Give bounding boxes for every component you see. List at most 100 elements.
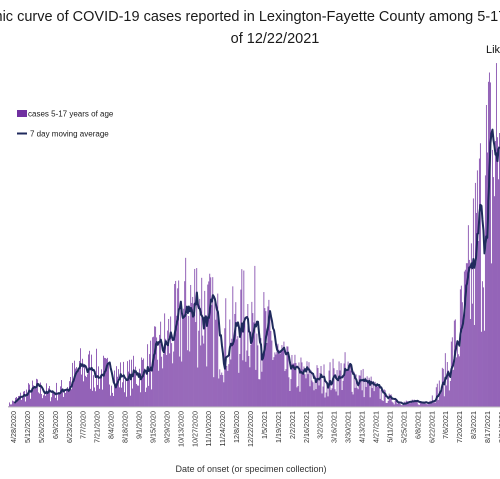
- daily-case-bar: [347, 361, 349, 407]
- daily-case-bar: [482, 287, 484, 407]
- x-tick-label: 11/10/2020: [204, 411, 213, 446]
- daily-case-bar: [434, 402, 436, 407]
- daily-case-bar: [354, 387, 356, 407]
- daily-case-bar: [111, 385, 112, 407]
- daily-case-bar: [232, 286, 234, 407]
- daily-case-bar: [385, 402, 387, 407]
- daily-case-bar: [287, 346, 289, 407]
- daily-case-bar: [307, 374, 309, 407]
- daily-case-bar: [323, 364, 325, 407]
- chart-title-line2: of 12/22/2021: [231, 31, 320, 47]
- daily-case-bar: [446, 362, 448, 407]
- daily-case-bar: [184, 281, 186, 407]
- daily-case-bar: [398, 401, 400, 407]
- daily-case-bar: [491, 149, 493, 407]
- daily-case-bar: [380, 390, 382, 407]
- daily-case-bar: [413, 399, 415, 407]
- daily-case-bar: [489, 82, 491, 408]
- daily-case-bar: [472, 198, 474, 407]
- daily-case-bar: [208, 281, 210, 407]
- daily-case-bar: [426, 404, 428, 407]
- daily-case-bar: [282, 348, 284, 407]
- daily-case-bar: [165, 338, 167, 407]
- daily-case-bar: [301, 362, 303, 407]
- daily-case-bar: [264, 308, 266, 407]
- x-tick-label: 8/18/2020: [121, 411, 130, 443]
- x-tick-label: 12/8/2020: [232, 411, 241, 443]
- daily-case-bar: [117, 376, 118, 407]
- daily-case-bar: [176, 315, 178, 407]
- x-tick-label: 6/22/2021: [427, 411, 436, 443]
- daily-case-bar: [20, 392, 21, 407]
- daily-case-bar: [32, 380, 33, 407]
- daily-case-bar: [94, 387, 95, 407]
- daily-case-bar: [170, 316, 172, 407]
- daily-case-bar: [182, 317, 184, 407]
- daily-case-bar: [238, 372, 240, 407]
- daily-case-bar: [309, 386, 311, 407]
- daily-case-bar: [21, 399, 22, 407]
- daily-case-bar: [247, 304, 249, 407]
- daily-case-bar: [204, 290, 206, 407]
- daily-case-bar: [153, 336, 155, 407]
- daily-case-bar: [92, 390, 93, 407]
- daily-case-bar: [330, 390, 332, 407]
- daily-case-bar: [457, 354, 459, 407]
- daily-case-bar: [68, 388, 69, 407]
- daily-case-bar: [375, 384, 377, 407]
- daily-case-bar: [440, 386, 442, 407]
- daily-case-bar: [67, 387, 68, 407]
- daily-case-bar: [80, 348, 81, 407]
- daily-case-bar: [124, 392, 125, 407]
- daily-case-bar: [207, 284, 209, 407]
- daily-case-bar: [46, 383, 47, 407]
- daily-case-bar: [41, 394, 42, 407]
- daily-case-bar: [231, 338, 233, 407]
- daily-case-bar: [265, 311, 267, 407]
- daily-case-bar: [151, 389, 153, 407]
- daily-case-bar: [57, 400, 58, 407]
- daily-case-bar: [168, 318, 170, 407]
- daily-case-bar: [487, 81, 489, 408]
- x-tick-label: 8/4/2020: [107, 411, 116, 439]
- daily-case-bar: [260, 338, 262, 407]
- daily-case-bar: [312, 382, 314, 407]
- daily-case-bar: [326, 382, 328, 407]
- daily-case-bar: [218, 378, 220, 407]
- daily-case-bar: [295, 362, 297, 407]
- daily-case-bar: [81, 374, 82, 407]
- daily-case-bar: [419, 401, 421, 407]
- x-tick-label: 5/11/2021: [386, 411, 395, 442]
- daily-case-bar: [123, 361, 124, 407]
- daily-case-bar: [78, 370, 79, 407]
- daily-case-bar: [492, 177, 494, 407]
- daily-case-bar: [189, 351, 191, 407]
- daily-case-bar: [227, 370, 229, 407]
- daily-case-bar: [408, 401, 410, 407]
- daily-case-bar: [86, 377, 87, 407]
- daily-case-bar: [414, 401, 416, 407]
- daily-case-bar: [381, 400, 383, 407]
- daily-case-bar: [229, 319, 231, 407]
- daily-case-bar: [191, 302, 193, 407]
- daily-case-bar: [160, 321, 162, 407]
- daily-case-bar: [475, 212, 477, 407]
- daily-case-bar: [286, 346, 288, 407]
- daily-case-bar: [249, 367, 251, 407]
- daily-case-bar: [278, 349, 280, 407]
- daily-case-bar: [388, 393, 390, 407]
- daily-case-bar: [317, 367, 319, 407]
- daily-case-bar: [89, 350, 90, 407]
- daily-case-bar: [143, 358, 145, 407]
- daily-case-bar: [302, 369, 304, 407]
- moving-average-line: [13, 128, 500, 405]
- daily-case-bar: [51, 397, 52, 407]
- daily-case-bar: [141, 357, 143, 407]
- daily-case-bar: [220, 374, 222, 407]
- daily-case-bar: [210, 277, 212, 407]
- daily-case-bar: [442, 368, 444, 407]
- daily-case-bar: [259, 379, 261, 407]
- daily-case-bar: [219, 369, 221, 407]
- daily-case-bar: [152, 337, 154, 407]
- daily-case-bar: [190, 284, 192, 407]
